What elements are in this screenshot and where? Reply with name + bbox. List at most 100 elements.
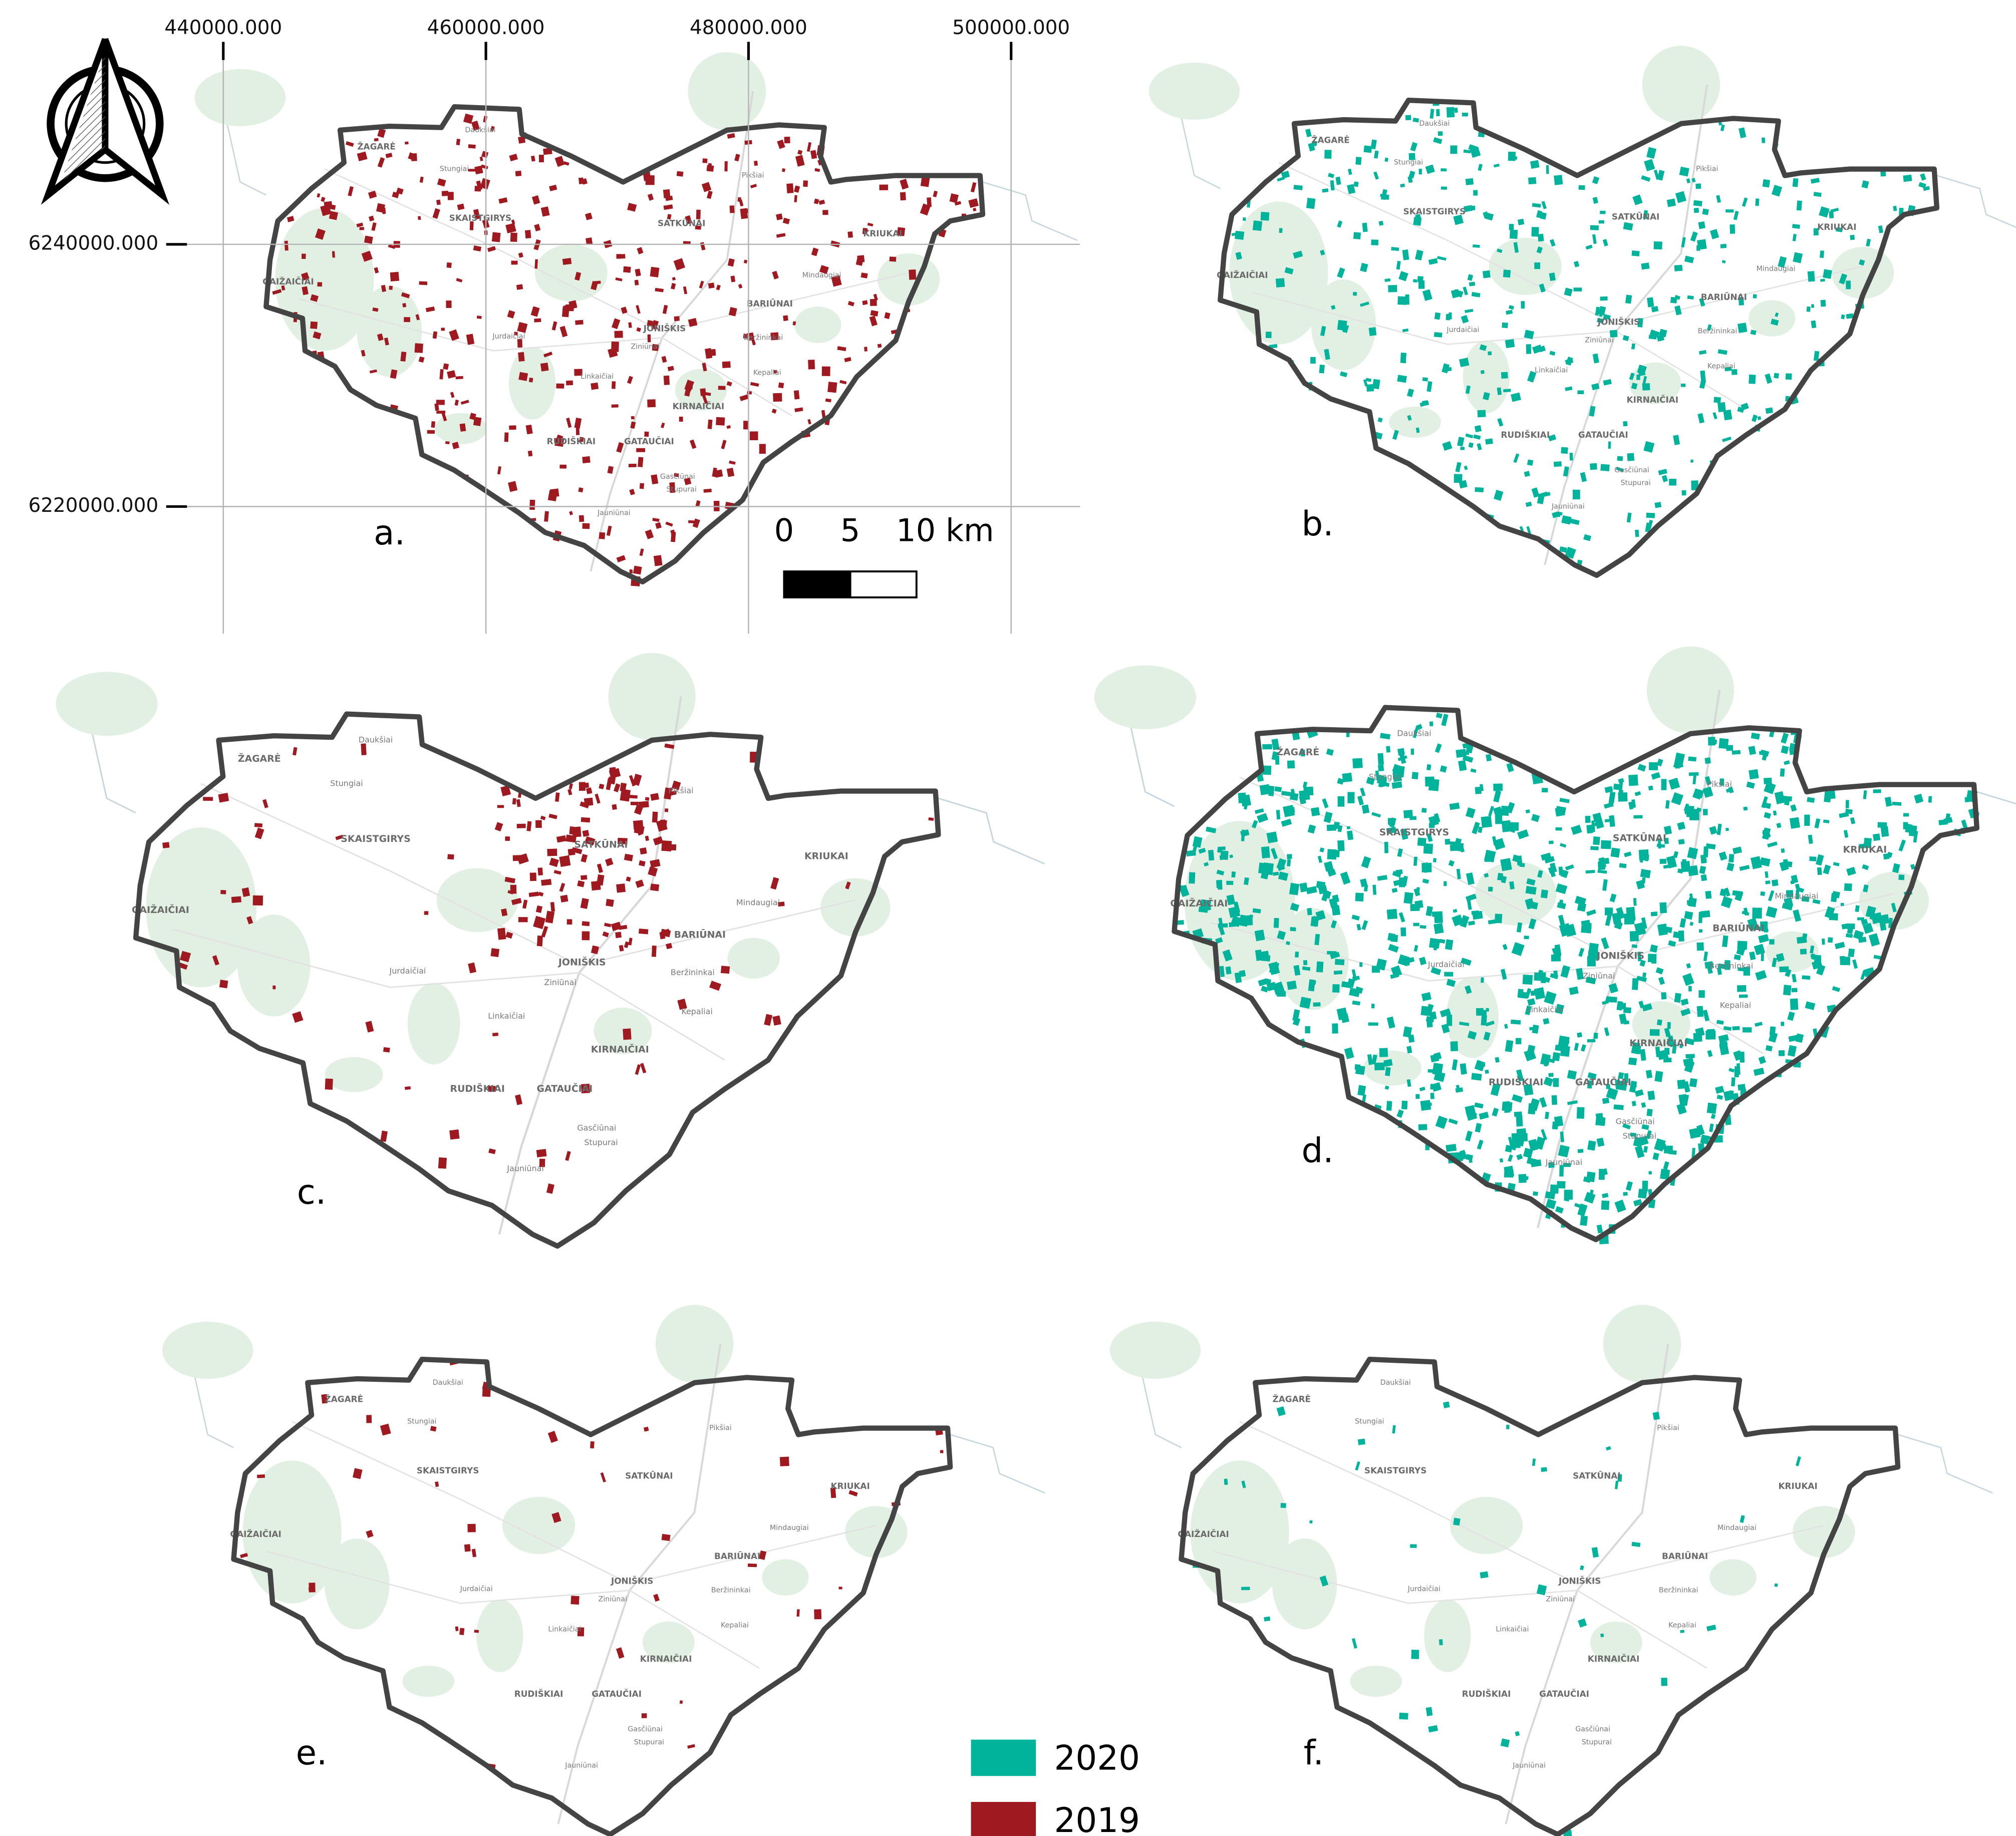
parcel bbox=[1475, 1123, 1482, 1133]
parcel bbox=[1898, 874, 1905, 880]
parcel bbox=[1566, 356, 1573, 366]
parcel bbox=[1419, 925, 1426, 929]
parcel bbox=[1604, 786, 1613, 793]
parcel bbox=[1521, 301, 1525, 309]
parcel bbox=[366, 1529, 374, 1538]
parcel bbox=[795, 155, 805, 167]
place-label: SKAISTGIRYS bbox=[1379, 827, 1449, 838]
parcel bbox=[1461, 315, 1469, 324]
parcel bbox=[590, 1441, 595, 1449]
parcel bbox=[1858, 937, 1867, 943]
parcel bbox=[1532, 344, 1543, 354]
panels: ŽAGARĖSKAISTGIRYSSATKŪNAIKRIUKAIGAIŽAIČI… bbox=[56, 46, 2016, 1836]
parcel bbox=[529, 499, 535, 510]
parcel bbox=[1441, 714, 1449, 726]
parcel bbox=[1443, 1401, 1450, 1408]
parcel bbox=[1433, 813, 1441, 823]
place-label: Jauniūnai bbox=[564, 1761, 598, 1769]
parcel bbox=[1602, 1193, 1609, 1198]
parcel bbox=[1357, 1438, 1365, 1445]
place-label: GAIŽAIČIAI bbox=[1178, 1528, 1229, 1539]
parcel bbox=[615, 932, 622, 939]
parcel bbox=[1819, 206, 1830, 218]
parcel bbox=[1673, 435, 1680, 445]
parcel bbox=[1508, 828, 1516, 833]
place-label: Pikšiai bbox=[669, 786, 694, 795]
parcel bbox=[1397, 848, 1403, 857]
parcel bbox=[830, 1487, 836, 1498]
parcel bbox=[1590, 1189, 1594, 1194]
parcel bbox=[1352, 1000, 1361, 1006]
parcel bbox=[629, 795, 638, 799]
parcel bbox=[500, 785, 511, 797]
place-label: SATKŪNAI bbox=[1612, 211, 1659, 221]
border-line bbox=[938, 797, 1045, 864]
parcel bbox=[1626, 512, 1632, 523]
parcel bbox=[254, 823, 263, 828]
border-line bbox=[1936, 175, 2016, 228]
parcel bbox=[1510, 1019, 1521, 1025]
parcel bbox=[1766, 906, 1778, 918]
parcel bbox=[1465, 893, 1477, 902]
parcel bbox=[1636, 976, 1647, 982]
parcel bbox=[546, 1183, 554, 1194]
parcel bbox=[647, 399, 656, 408]
parcel bbox=[404, 1086, 411, 1090]
parcel bbox=[505, 223, 516, 233]
parcel bbox=[447, 370, 456, 379]
parcel bbox=[1530, 990, 1540, 996]
parcel bbox=[1704, 776, 1711, 786]
parcel bbox=[516, 284, 523, 290]
parcel bbox=[1510, 229, 1518, 239]
parcel bbox=[1335, 176, 1341, 185]
parcel bbox=[1509, 823, 1515, 827]
parcel bbox=[1764, 782, 1776, 794]
parcel bbox=[1548, 1073, 1554, 1077]
parcel bbox=[1433, 923, 1444, 934]
road bbox=[172, 928, 725, 1061]
parcel bbox=[1444, 367, 1452, 372]
parcel bbox=[1312, 140, 1318, 147]
parcel bbox=[1659, 902, 1667, 913]
parcel bbox=[1605, 909, 1611, 914]
parcel bbox=[1418, 957, 1427, 966]
parcel bbox=[1760, 891, 1766, 896]
parcel bbox=[1370, 139, 1377, 150]
parcel bbox=[1355, 157, 1362, 165]
parcel bbox=[1469, 281, 1476, 286]
parcel bbox=[597, 863, 603, 873]
road bbox=[292, 1421, 877, 1585]
parcel bbox=[1302, 781, 1308, 788]
parcel bbox=[309, 1583, 316, 1593]
parcel bbox=[640, 847, 647, 855]
parcel bbox=[471, 1549, 477, 1558]
parcel bbox=[727, 258, 735, 267]
parcel bbox=[577, 880, 585, 887]
parcel bbox=[1479, 1111, 1489, 1120]
parcel bbox=[1512, 1094, 1523, 1103]
parcel bbox=[1242, 217, 1246, 221]
parcel bbox=[579, 437, 584, 442]
parcel bbox=[1286, 941, 1290, 946]
forest-area bbox=[407, 983, 460, 1065]
parcel bbox=[695, 225, 701, 230]
parcel bbox=[726, 425, 731, 429]
parcel bbox=[1737, 323, 1748, 333]
place-label: Jurdaičiai bbox=[460, 1585, 493, 1593]
parcel bbox=[1468, 144, 1478, 152]
parcel bbox=[699, 280, 704, 289]
parcel bbox=[1786, 890, 1794, 897]
parcel bbox=[647, 193, 654, 201]
parcel bbox=[1677, 1079, 1686, 1089]
parcel bbox=[847, 300, 854, 307]
parcel bbox=[459, 1628, 465, 1635]
parcel bbox=[1357, 795, 1364, 806]
parcel bbox=[1264, 1616, 1271, 1622]
parcel bbox=[1641, 1124, 1649, 1130]
parcel bbox=[329, 211, 339, 220]
parcel bbox=[1892, 801, 1902, 806]
forest-area bbox=[508, 347, 556, 420]
parcel bbox=[1655, 967, 1664, 975]
parcel bbox=[667, 214, 672, 220]
parcel bbox=[1418, 168, 1422, 175]
